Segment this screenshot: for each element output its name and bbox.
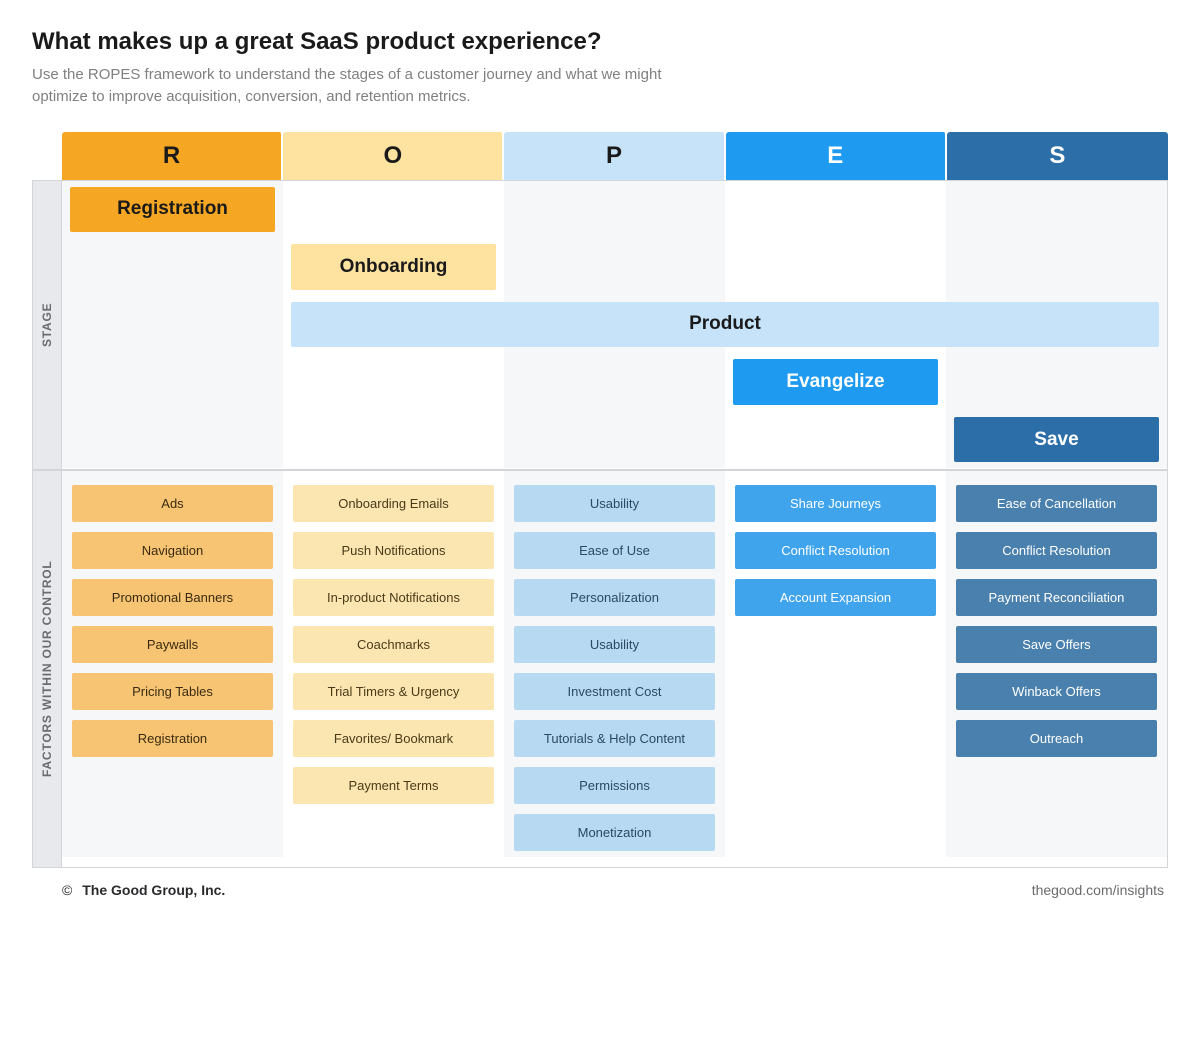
factor-R-5: Registration xyxy=(72,720,273,757)
factor-R-0: Ads xyxy=(72,485,273,522)
factor-O-3: Coachmarks xyxy=(293,626,494,663)
factors-col-R: Ads Navigation Promotional Banners Paywalls… xyxy=(62,471,283,857)
factor-P-0: Usability xyxy=(514,485,715,522)
stage-E: Evangelize xyxy=(733,359,938,405)
factor-P-6: Permissions xyxy=(514,767,715,804)
stage-panel: Registration Onboarding Product Evangelize S… xyxy=(62,180,1168,470)
factor-P-7: Monetization xyxy=(514,814,715,851)
factor-P-1: Ease of Use xyxy=(514,532,715,569)
factor-R-2: Promotional Banners xyxy=(72,579,273,616)
footer: © The Good Group, Inc. thegood.com/insig… xyxy=(32,882,1168,898)
factors-col-E: Share Journeys Conflict Resolution Account… xyxy=(725,471,946,857)
header-P: P xyxy=(504,132,725,180)
stage-O: Onboarding xyxy=(291,244,496,290)
factor-O-1: Push Notifications xyxy=(293,532,494,569)
header-O: O xyxy=(283,132,504,180)
factor-E-1: Conflict Resolution xyxy=(735,532,936,569)
stage-P: Product xyxy=(291,302,1159,348)
page-title: What makes up a great SaaS product exper… xyxy=(32,28,1168,56)
factor-P-3: Usability xyxy=(514,626,715,663)
factor-S-3: Save Offers xyxy=(956,626,1157,663)
page-subtitle: Use the ROPES framework to understand th… xyxy=(32,64,692,108)
factors-col-O: Onboarding Emails Push Notifications In-pr… xyxy=(283,471,504,857)
factor-P-4: Investment Cost xyxy=(514,673,715,710)
factor-O-5: Favorites/ Bookmark xyxy=(293,720,494,757)
factors-panel: Ads Navigation Promotional Banners Paywalls… xyxy=(62,470,1168,868)
factor-O-0: Onboarding Emails xyxy=(293,485,494,522)
row-label-stage: STAGE xyxy=(32,180,62,470)
row-label-factors: FACTORS WITHIN OUR CONTROL xyxy=(32,470,62,868)
factors-col-S: Ease of Cancellation Conflict Resolution P… xyxy=(946,471,1167,857)
stage-R: Registration xyxy=(70,187,275,233)
factor-O-4: Trial Timers & Urgency xyxy=(293,673,494,710)
factor-O-2: In-product Notifications xyxy=(293,579,494,616)
factor-E-0: Share Journeys xyxy=(735,485,936,522)
factor-P-2: Personalization xyxy=(514,579,715,616)
factor-O-6: Payment Terms xyxy=(293,767,494,804)
copyright-symbol: © xyxy=(62,882,72,898)
factor-R-3: Paywalls xyxy=(72,626,273,663)
factors-col-P: Usability Ease of Use Personalization Usabi… xyxy=(504,471,725,857)
factor-R-1: Navigation xyxy=(72,532,273,569)
header-E: E xyxy=(726,132,947,180)
header-spacer xyxy=(32,132,62,180)
factor-S-1: Conflict Resolution xyxy=(956,532,1157,569)
factor-P-5: Tutorials & Help Content xyxy=(514,720,715,757)
factor-S-0: Ease of Cancellation xyxy=(956,485,1157,522)
footer-company: The Good Group, Inc. xyxy=(82,882,225,898)
header-S: S xyxy=(947,132,1168,180)
factor-E-2: Account Expansion xyxy=(735,579,936,616)
ropes-grid: ROPES STAGE Registration Onboarding Produc… xyxy=(32,132,1168,868)
stage-S: Save xyxy=(954,417,1159,463)
factor-S-5: Outreach xyxy=(956,720,1157,757)
factor-R-4: Pricing Tables xyxy=(72,673,273,710)
header-R: R xyxy=(62,132,283,180)
factor-S-2: Payment Reconciliation xyxy=(956,579,1157,616)
factor-S-4: Winback Offers xyxy=(956,673,1157,710)
footer-url: thegood.com/insights xyxy=(1032,882,1164,898)
